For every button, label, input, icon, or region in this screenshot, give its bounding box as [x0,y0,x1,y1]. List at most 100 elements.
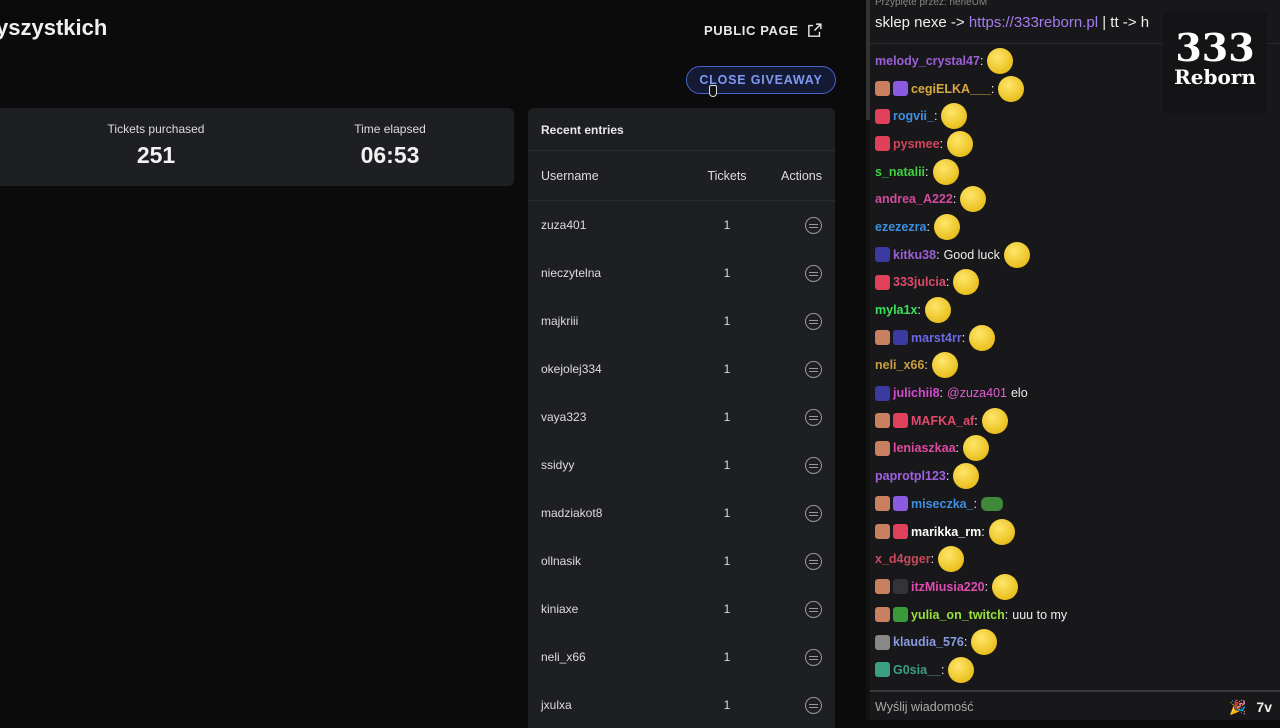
col-username: Username [541,168,599,183]
chat-message: yulia_on_twitch: uuu to my [875,601,1280,629]
salute-emote-icon [931,352,958,379]
chat-input[interactable]: Wyślij wiadomość 🎉 7v [870,690,1280,720]
chat-username[interactable]: andrea_A222 [875,192,953,207]
remove-entry-icon[interactable] [805,648,822,666]
salute-emote-icon [969,324,996,351]
salute-emote-icon [987,47,1014,74]
chat-username[interactable]: neli_x66 [875,358,925,373]
chat-username[interactable]: rogvii_ [893,109,934,124]
badge-icon [875,108,890,124]
chat-username[interactable]: G0sia__ [893,662,941,677]
chat-username[interactable]: 333julcia [893,275,946,290]
remove-entry-icon[interactable] [805,216,822,234]
chat-username[interactable]: melody_crystal47 [875,53,980,68]
badge-icon [875,247,890,263]
badge-icon [875,496,890,512]
badge-icon [875,634,890,650]
mention[interactable]: @zuza401 [947,386,1007,401]
chat-message: andrea_A222: [875,185,1280,213]
chat-message: melody_crystal47: [875,47,1280,75]
remove-entry-icon[interactable] [805,552,822,570]
colon: : [961,330,966,345]
chat-username[interactable]: s_natalii [875,164,926,179]
public-page-link[interactable]: PUBLIC PAGE [704,22,823,39]
chat-message: G0sia__: [875,656,1280,684]
remove-entry-icon[interactable] [805,264,822,282]
chat-username[interactable]: cegiELKA___ [911,81,991,96]
message-text: elo [1010,386,1028,401]
chat-username[interactable]: pysmee [893,136,940,151]
badge-icon [875,524,890,540]
remove-entry-icon[interactable] [805,360,822,378]
table-row: vaya323 1 [528,393,835,441]
table-row: okejolej334 1 [528,345,835,393]
colon: : [940,662,945,677]
remove-entry-icon[interactable] [805,312,822,330]
table-row: ssidyy 1 [528,441,835,489]
chat-username[interactable]: marst4rr [911,330,962,345]
colon: : [925,164,929,179]
mouse-cursor [709,85,717,97]
chat-username[interactable]: MAFKA_af [911,413,975,428]
chat-username[interactable]: paprotpl123 [875,469,946,484]
colon: : [974,413,978,428]
entry-username: ssidyy [541,458,575,472]
7tv-icon[interactable]: 7v [1256,699,1272,715]
entry-username: kiniaxe [541,602,579,616]
salute-emote-icon [932,158,959,185]
chat-username[interactable]: marikka_rm [911,524,982,539]
message-text: Good luck [943,247,1000,262]
colon: : [930,552,935,567]
salute-emote-icon [953,269,980,296]
remove-entry-icon[interactable] [805,600,822,618]
page-title: yszystkich [0,15,108,40]
divider [866,0,870,720]
colon: : [981,524,985,539]
table-row: kiniaxe 1 [528,585,835,633]
panel-title: Recent entries [528,108,835,151]
scrollbar[interactable] [866,0,870,120]
entry-tickets: 1 [723,410,731,424]
entry-tickets: 1 [723,314,731,328]
chat-username[interactable]: julichii8 [893,386,940,401]
chat-username[interactable]: klaudia_576 [893,635,964,650]
entry-username: majkriii [541,314,579,328]
remove-entry-icon[interactable] [805,696,822,714]
frog-emote-icon [981,496,1004,511]
chat-message: MAFKA_af: [875,407,1280,435]
badge-icon [875,385,890,401]
stat-tickets: Tickets purchased 251 [76,122,236,169]
remove-entry-icon[interactable] [805,504,822,522]
colon: : [924,358,928,373]
chat-username[interactable]: x_d4gger [875,552,931,567]
chat-username[interactable]: miseczka_ [911,496,974,511]
salute-emote-icon [988,518,1015,545]
colon: : [926,219,930,234]
chat-username[interactable]: myla1x [875,303,918,318]
table-row: nieczytelna 1 [528,249,835,297]
chat-username[interactable]: kitku38 [893,247,937,262]
remove-entry-icon[interactable] [805,408,822,426]
pinned-link[interactable]: https://333reborn.pl [968,14,1099,31]
salute-emote-icon [963,435,990,462]
chat-message: marikka_rm: [875,518,1280,546]
badge-icon [893,81,908,97]
salute-emote-icon [941,103,968,130]
stats-card: Tickets purchased 251 Time elapsed 06:53 [0,108,514,186]
chat-username[interactable]: itzMiusia220 [911,579,985,594]
chat-username[interactable]: yulia_on_twitch [911,607,1005,622]
entry-username: zuza401 [541,218,587,232]
remove-entry-icon[interactable] [805,456,822,474]
badge-icon [875,607,890,623]
pinned-text: sklep nexe -> https://333reborn.pl | tt … [875,14,1275,31]
chat-message: pysmee: [875,130,1280,158]
colon: : [963,635,968,650]
colon: : [1004,607,1009,622]
message-text: uuu to my [1012,607,1068,622]
chat-username[interactable]: leniaszkaa [893,441,956,456]
party-icon[interactable]: 🎉 [1228,699,1247,715]
chat-username[interactable]: ezezezra [875,219,927,234]
colon: : [939,136,944,151]
pinned-suffix: | tt -> h [1098,14,1150,31]
colon: : [945,469,950,484]
